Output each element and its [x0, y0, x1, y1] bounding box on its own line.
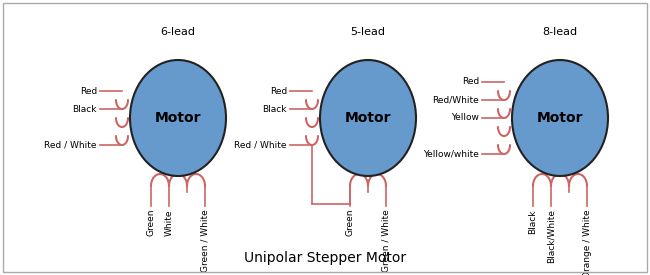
Text: Red: Red	[462, 78, 479, 87]
Ellipse shape	[130, 60, 226, 176]
Text: 8-lead: 8-lead	[543, 27, 578, 37]
Text: 6-lead: 6-lead	[161, 27, 196, 37]
Text: Red: Red	[270, 87, 287, 95]
Text: Red: Red	[80, 87, 97, 95]
Text: Green / White: Green / White	[200, 209, 209, 272]
Text: Red / White: Red / White	[235, 141, 287, 150]
Text: Unipolar Stepper Motor: Unipolar Stepper Motor	[244, 251, 406, 265]
Text: Orange / White: Orange / White	[582, 209, 592, 275]
Text: Green: Green	[146, 209, 155, 236]
Text: Red/White: Red/White	[432, 95, 479, 104]
Text: White: White	[164, 209, 174, 235]
Ellipse shape	[320, 60, 416, 176]
Text: Yellow: Yellow	[451, 114, 479, 122]
Text: Black: Black	[73, 104, 97, 114]
Text: Black/White: Black/White	[547, 209, 556, 263]
Text: 5-lead: 5-lead	[350, 27, 385, 37]
Text: Yellow/white: Yellow/white	[423, 150, 479, 158]
Text: Motor: Motor	[537, 111, 583, 125]
Text: Green / White: Green / White	[382, 209, 391, 272]
Text: Green: Green	[346, 209, 354, 236]
Text: Motor: Motor	[344, 111, 391, 125]
Ellipse shape	[512, 60, 608, 176]
Text: Red / White: Red / White	[44, 141, 97, 150]
Text: Black: Black	[528, 209, 538, 233]
Text: Motor: Motor	[155, 111, 202, 125]
Text: Black: Black	[263, 104, 287, 114]
